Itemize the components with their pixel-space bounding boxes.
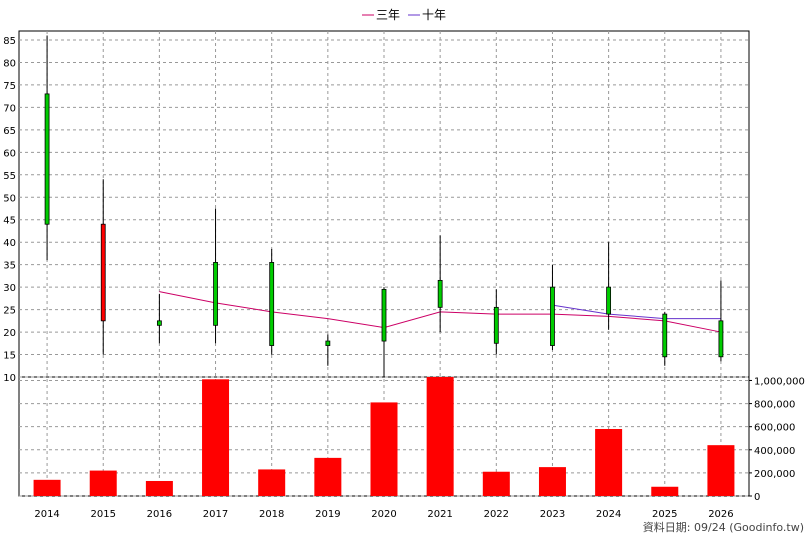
candle-body bbox=[381, 288, 387, 342]
y-tick-label: 85 bbox=[3, 36, 16, 47]
volume-bar bbox=[538, 467, 566, 496]
volume-bar bbox=[145, 480, 173, 496]
candle-body bbox=[213, 262, 218, 326]
y-tick-label: 60 bbox=[3, 148, 16, 159]
y-tick-label: 20 bbox=[3, 328, 16, 339]
volume-tick-label: 400,000 bbox=[754, 446, 795, 457]
y-tick-label: 55 bbox=[3, 171, 16, 182]
candlesticks bbox=[44, 35, 724, 377]
legend-label-ten-year: 十年 bbox=[422, 8, 446, 22]
y-tick-label: 35 bbox=[3, 261, 16, 272]
y-tick-label: 70 bbox=[3, 103, 16, 114]
volume-bar bbox=[202, 379, 230, 496]
volume-tick-label: 0 bbox=[754, 492, 760, 503]
candle-body bbox=[662, 313, 668, 358]
volume-bar bbox=[482, 471, 510, 496]
y-tick-label: 40 bbox=[3, 238, 16, 249]
volume-tick-label: 600,000 bbox=[754, 423, 795, 434]
volume-tick-label: 800,000 bbox=[754, 400, 795, 411]
candle-body bbox=[437, 279, 443, 308]
x-tick-label: 2015 bbox=[91, 509, 116, 520]
x-tick-label: 2023 bbox=[540, 509, 565, 520]
candle-body bbox=[718, 320, 724, 358]
y-tick-label: 25 bbox=[3, 306, 16, 317]
candle-body bbox=[606, 286, 612, 315]
volume-bar bbox=[314, 457, 342, 496]
x-tick-label: 2024 bbox=[596, 509, 621, 520]
legend: 三年 十年 bbox=[362, 8, 446, 22]
x-tick-label: 2017 bbox=[203, 509, 228, 520]
x-tick-label: 2021 bbox=[427, 509, 452, 520]
x-tick-label: 2014 bbox=[34, 509, 59, 520]
y-tick-label: 80 bbox=[3, 58, 16, 69]
y-tick-label: 30 bbox=[3, 283, 16, 294]
volume-bar bbox=[651, 486, 679, 496]
candle-body bbox=[156, 320, 162, 326]
footer-date: 資料日期: 09/24 (Goodinfo.tw) bbox=[643, 520, 804, 534]
candle-body bbox=[550, 286, 555, 346]
volume-bar bbox=[258, 469, 286, 496]
x-tick-label: 2019 bbox=[315, 509, 340, 520]
volume-tick-label: 200,000 bbox=[754, 469, 795, 480]
volume-bars bbox=[33, 377, 735, 496]
candle-body bbox=[100, 223, 106, 322]
axis-ticks: 101520253035404550556065707580850200,000… bbox=[3, 36, 805, 520]
candle-body bbox=[44, 93, 50, 225]
x-tick-label: 2022 bbox=[484, 509, 509, 520]
y-tick-label: 15 bbox=[3, 351, 16, 362]
y-tick-label: 10 bbox=[3, 373, 16, 384]
x-tick-label: 2025 bbox=[652, 509, 677, 520]
legend-label-three-year: 三年 bbox=[376, 8, 400, 22]
y-tick-label: 50 bbox=[3, 193, 16, 204]
y-tick-label: 45 bbox=[3, 216, 16, 227]
y-tick-label: 75 bbox=[3, 81, 16, 92]
x-tick-label: 2020 bbox=[371, 509, 396, 520]
candle-body bbox=[325, 340, 331, 346]
x-tick-label: 2016 bbox=[147, 509, 172, 520]
volume-bar bbox=[33, 479, 61, 496]
volume-bar bbox=[426, 377, 454, 496]
grid bbox=[19, 31, 749, 497]
average-line bbox=[552, 304, 721, 320]
volume-bar bbox=[89, 470, 117, 496]
x-tick-label: 2026 bbox=[708, 509, 733, 520]
y-tick-label: 65 bbox=[3, 126, 16, 137]
volume-bar bbox=[595, 428, 623, 496]
candle-body bbox=[269, 262, 275, 346]
x-tick-label: 2018 bbox=[259, 509, 284, 520]
volume-bar bbox=[707, 445, 735, 496]
volume-bar bbox=[370, 402, 398, 496]
candle-body bbox=[493, 306, 499, 344]
volume-tick-label: 1,000,000 bbox=[754, 376, 805, 387]
